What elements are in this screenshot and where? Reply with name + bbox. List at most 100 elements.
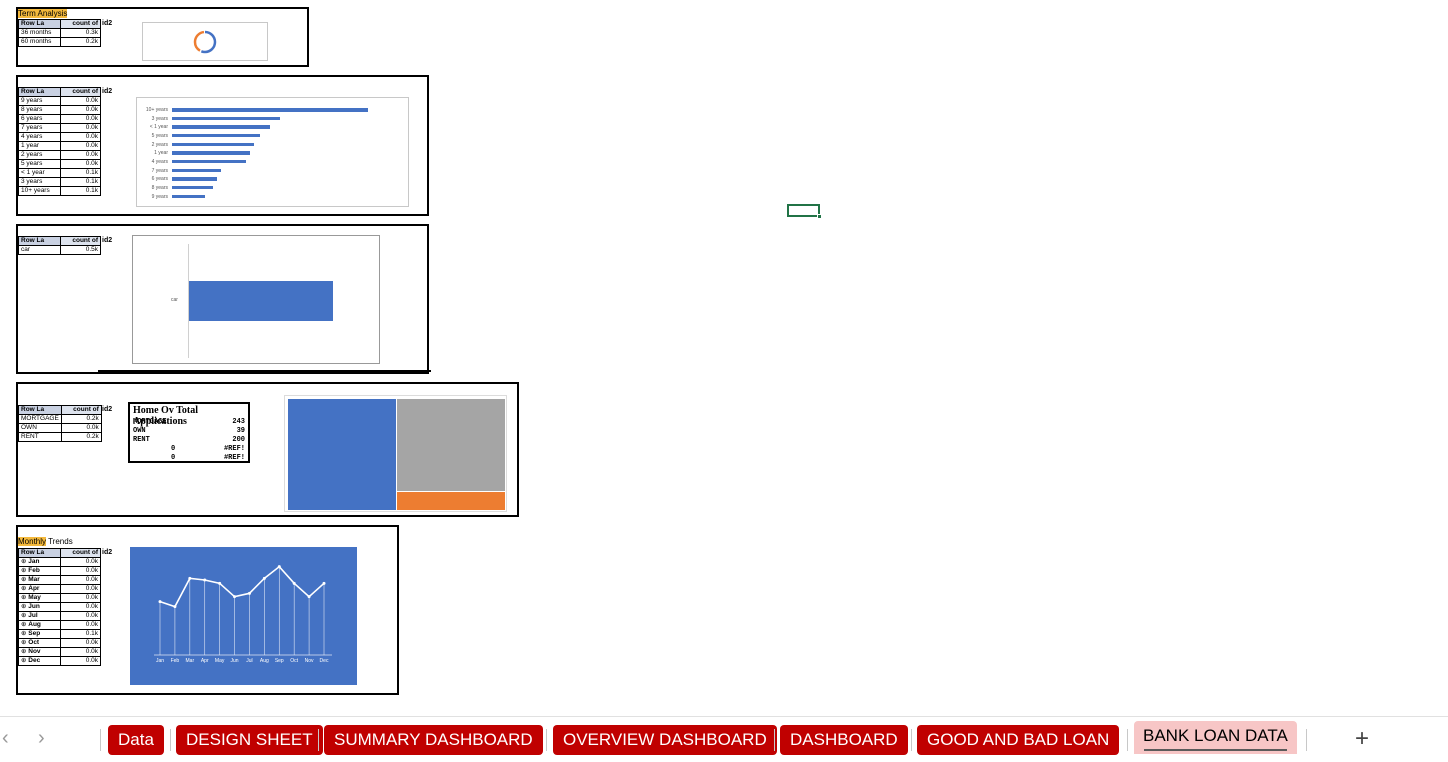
pivot-row-value[interactable]: 0.2k xyxy=(60,414,102,424)
pivot-row-label[interactable]: 60 months xyxy=(18,37,61,47)
pivot-row[interactable]: ⊕ Mar 0.0k xyxy=(18,575,101,585)
pivot-row-value[interactable]: 0.0k xyxy=(60,423,102,433)
emp-pivot-table[interactable]: Row La count of 9 years 0.0k 8 years 0.0k 6 … xyxy=(18,87,101,196)
pivot-row-label[interactable]: ⊕ Apr xyxy=(18,584,61,594)
pivot-row-value[interactable]: 0.0k xyxy=(60,114,101,124)
pivot-header-row-labels[interactable]: Row La xyxy=(18,87,61,97)
pivot-row-label[interactable]: ⊕ Jun xyxy=(18,602,61,612)
tab-bank-loan-data[interactable]: BANK LOAN DATA xyxy=(1134,721,1297,754)
pivot-row[interactable]: 60 months 0.2k xyxy=(18,37,101,47)
pivot-row[interactable]: ⊕ Sep 0.1k xyxy=(18,629,101,639)
pivot-row[interactable]: 10+ years 0.1k xyxy=(18,186,101,196)
pivot-row-label[interactable]: car xyxy=(18,245,61,255)
expand-icon[interactable]: ⊕ xyxy=(21,558,29,566)
pivot-row[interactable]: RENT 0.2k xyxy=(18,432,102,442)
pivot-row-label[interactable]: OWN xyxy=(18,423,62,433)
home-summary-row[interactable]: RENT 200 xyxy=(133,436,245,445)
pivot-row[interactable]: ⊕ May 0.0k xyxy=(18,593,101,603)
expand-icon[interactable]: ⊕ xyxy=(21,594,29,602)
pivot-row-label[interactable]: 6 years xyxy=(18,114,61,124)
home-pivot-table[interactable]: Row La count of MORTGAGE 0.2k OWN 0.0k RENT 0… xyxy=(18,405,102,442)
expand-icon[interactable]: ⊕ xyxy=(21,603,29,611)
expand-icon[interactable]: ⊕ xyxy=(21,657,29,665)
pivot-row-label[interactable]: 36 months xyxy=(18,28,61,38)
monthly-line-chart[interactable]: Jan Feb Mar Apr May Jun Jul Aug Sep Oct Nov Dec xyxy=(130,547,357,685)
expand-icon[interactable]: ⊕ xyxy=(21,630,29,638)
pivot-header-count[interactable]: count of xyxy=(60,19,101,29)
pivot-row-value[interactable]: 0.1k xyxy=(60,186,101,196)
pivot-row-label[interactable]: ⊕ Jan xyxy=(18,557,61,567)
pivot-row-value[interactable]: 0.2k xyxy=(60,432,102,442)
expand-icon[interactable]: ⊕ xyxy=(21,567,29,575)
pivot-row-value[interactable]: 0.0k xyxy=(60,105,101,115)
pivot-header-count[interactable]: count of xyxy=(60,87,101,97)
pivot-row-label[interactable]: 5 years xyxy=(18,159,61,169)
expand-icon[interactable]: ⊕ xyxy=(21,648,29,656)
pivot-row-label[interactable]: 9 years xyxy=(18,96,61,106)
pivot-row-label[interactable]: ⊕ Mar xyxy=(18,575,61,585)
home-summary-row[interactable]: OWN 39 xyxy=(133,427,245,436)
pivot-row-value[interactable]: 0.5k xyxy=(60,245,101,255)
pivot-row-value[interactable]: 0.0k xyxy=(60,611,101,621)
pivot-header-row-labels[interactable]: Row La xyxy=(18,405,62,415)
tab-good-and-bad-loan[interactable]: GOOD AND BAD LOAN xyxy=(917,725,1120,755)
scroll-tabs-left-button[interactable]: ‹ xyxy=(2,727,9,749)
pivot-row-value[interactable]: 0.0k xyxy=(60,593,101,603)
pivot-row[interactable]: 4 years 0.0k xyxy=(18,132,101,142)
pivot-row-value[interactable]: 0.0k xyxy=(60,620,101,630)
emp-length-bar-chart[interactable]: 10+ years 3 years < 1 year 5 years 2 years 1 … xyxy=(136,97,409,207)
pivot-row-label[interactable]: 10+ years xyxy=(18,186,61,196)
pivot-row[interactable]: car 0.5k xyxy=(18,245,101,255)
home-treemap-chart[interactable] xyxy=(284,395,507,512)
pivot-header-count[interactable]: count of xyxy=(60,548,101,558)
pivot-row[interactable]: 8 years 0.0k xyxy=(18,105,101,115)
pivot-row-label[interactable]: < 1 year xyxy=(18,168,61,178)
add-sheet-button[interactable]: + xyxy=(1355,725,1370,752)
tab-dashboard[interactable]: DASHBOARD xyxy=(780,725,908,755)
pivot-row-label[interactable]: 4 years xyxy=(18,132,61,142)
pivot-row-value[interactable]: 0.0k xyxy=(60,647,101,657)
expand-icon[interactable]: ⊕ xyxy=(21,621,29,629)
pivot-row-value[interactable]: 0.0k xyxy=(60,123,101,133)
pivot-row-value[interactable]: 0.0k xyxy=(60,575,101,585)
pivot-row[interactable]: 5 years 0.0k xyxy=(18,159,101,169)
expand-icon[interactable]: ⊕ xyxy=(21,639,29,647)
pivot-header-row-labels[interactable]: Row La xyxy=(18,548,61,558)
pivot-row-value[interactable]: 0.0k xyxy=(60,96,101,106)
selected-cell[interactable] xyxy=(787,204,822,219)
pivot-row[interactable]: 7 years 0.0k xyxy=(18,123,101,133)
pivot-row[interactable]: ⊕ Apr 0.0k xyxy=(18,584,101,594)
pivot-row-label[interactable]: 1 year xyxy=(18,141,61,151)
pivot-row-value[interactable]: 0.0k xyxy=(60,141,101,151)
pivot-row-label[interactable]: ⊕ May xyxy=(18,593,61,603)
pivot-row-value[interactable]: 0.0k xyxy=(60,566,101,576)
pivot-row-label[interactable]: ⊕ Aug xyxy=(18,620,61,630)
pivot-header-row-labels[interactable]: Row La xyxy=(18,19,61,29)
tab-design-sheet[interactable]: DESIGN SHEET xyxy=(176,725,323,755)
expand-icon[interactable]: ⊕ xyxy=(21,576,29,584)
pivot-row[interactable]: 1 year 0.0k xyxy=(18,141,101,151)
pivot-header-count[interactable]: count of xyxy=(60,405,102,415)
pivot-row-label[interactable]: 2 years xyxy=(18,150,61,160)
tab-summary-dashboard[interactable]: SUMMARY DASHBOARD xyxy=(324,725,543,755)
pivot-row-label[interactable]: 7 years xyxy=(18,123,61,133)
pivot-row-label[interactable]: ⊕ Nov xyxy=(18,647,61,657)
pivot-row[interactable]: OWN 0.0k xyxy=(18,423,102,433)
home-summary-error-row[interactable]: 0 #REF! xyxy=(133,454,245,463)
pivot-row-value[interactable]: 0.1k xyxy=(60,629,101,639)
pivot-row-label[interactable]: ⊕ Jul xyxy=(18,611,61,621)
pivot-row-value[interactable]: 0.0k xyxy=(60,656,101,666)
pivot-row-value[interactable]: 0.0k xyxy=(60,557,101,567)
term-pivot-table[interactable]: Row La count of 36 months 0.3k 60 months 0.… xyxy=(18,19,101,47)
pivot-row-value[interactable]: 0.0k xyxy=(60,584,101,594)
purpose-pivot-table[interactable]: Row La count of car 0.5k xyxy=(18,236,101,255)
tab-data[interactable]: Data xyxy=(108,725,164,755)
pivot-row-value[interactable]: 0.3k xyxy=(60,28,101,38)
pivot-row-label[interactable]: 8 years xyxy=(18,105,61,115)
pivot-row[interactable]: 36 months 0.3k xyxy=(18,28,101,38)
pivot-row[interactable]: ⊕ Feb 0.0k xyxy=(18,566,101,576)
home-summary-row[interactable]: MORTGAGE 243 xyxy=(133,418,245,427)
pivot-row-label[interactable]: ⊕ Oct xyxy=(18,638,61,648)
pivot-row[interactable]: 3 years 0.1k xyxy=(18,177,101,187)
pivot-header-row-labels[interactable]: Row La xyxy=(18,236,61,246)
